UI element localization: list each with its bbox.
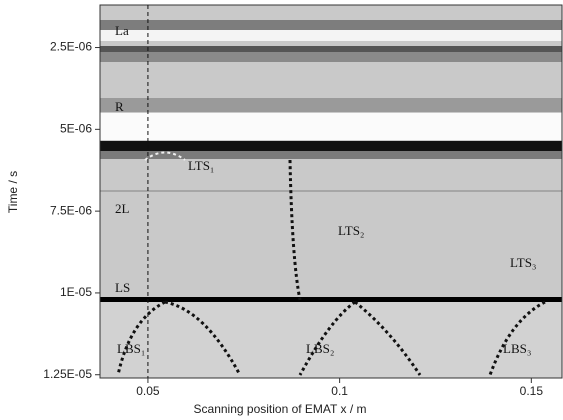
x-tick-label: 0.1 — [331, 384, 348, 398]
x-tick-label: 0.05 — [136, 384, 160, 398]
annotation: LBS₃ — [503, 341, 531, 356]
annotation: LTS₂ — [338, 223, 364, 238]
y-tick-label: 5E-06 — [60, 122, 92, 136]
annotation: LTS₃ — [510, 255, 536, 270]
y-tick-label: 2.5E-06 — [50, 40, 92, 54]
bscan-image — [100, 5, 562, 378]
annotation: LTS₁ — [188, 158, 214, 173]
annotation: LBS₁ — [117, 341, 145, 356]
annotation: R — [115, 99, 124, 114]
y-tick-label: 7.5E-06 — [50, 203, 92, 217]
y-tick-label: 1E-05 — [60, 285, 92, 299]
y-axis-title: Time / s — [6, 171, 20, 213]
x-axis-title: Scanning position of EMAT x / m — [194, 402, 367, 416]
plot-frame — [99, 4, 563, 379]
annotation: LBS₂ — [306, 341, 334, 356]
x-tick-label: 0.15 — [520, 384, 544, 398]
annotation: 2L — [115, 201, 130, 216]
y-tick-label: 1.25E-05 — [43, 367, 92, 381]
annotation: La — [115, 23, 129, 38]
annotation: LS — [115, 280, 130, 295]
